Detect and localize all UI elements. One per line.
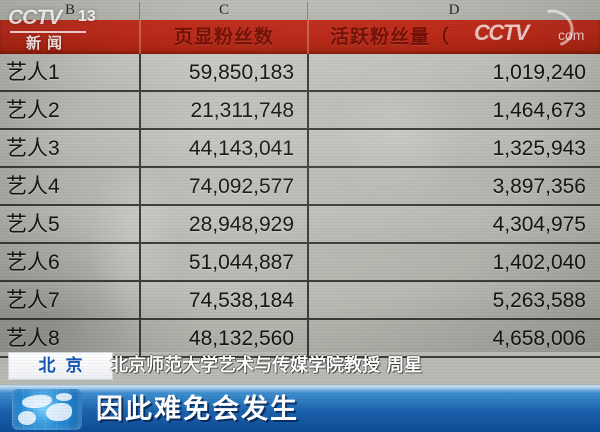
cell-divider [139,92,141,130]
table-row[interactable]: 艺人8 48,132,560 4,658,006 [0,320,600,358]
header-cell-divider [139,20,141,54]
cell-artist-name[interactable]: 艺人5 [6,213,60,236]
column-divider[interactable] [139,2,140,20]
channel-number: 13 [78,8,96,25]
cell-active-fans[interactable]: 1,402,040 [492,251,586,274]
cell-artist-name[interactable]: 艺人2 [6,99,60,122]
column-letter-d[interactable]: D [448,2,460,18]
speaker-credit: 北京师范大学艺术与传媒学院教授 周星 [110,355,423,376]
header-cell-displayed-fans[interactable]: 页显粉丝数 [173,26,274,48]
column-letter-b[interactable]: B [64,2,75,18]
table-body: 艺人1 59,850,183 1,019,240 艺人2 21,311,748 … [0,54,600,358]
globe-icon [12,389,82,430]
cell-artist-name[interactable]: 艺人8 [6,327,60,350]
cell-displayed-fans[interactable]: 51,044,887 [188,251,294,274]
table-row[interactable]: 艺人3 44,143,041 1,325,943 [0,130,600,168]
table-row[interactable]: 艺人2 21,311,748 1,464,673 [0,92,600,130]
table-row[interactable]: 艺人5 28,948,929 4,304,975 [0,206,600,244]
cell-displayed-fans[interactable]: 21,311,748 [190,99,294,122]
location-tag-label: 北京 [38,356,93,376]
table-row[interactable]: 艺人4 74,092,577 3,897,356 [0,168,600,206]
cell-displayed-fans[interactable]: 59,850,183 [188,61,294,84]
table-row[interactable]: 艺人7 74,538,184 5,263,588 [0,282,600,320]
globe-landmass [18,411,36,425]
table-header-band: 页显粉丝数 活跃粉丝量（ [0,20,600,54]
cell-divider [139,54,141,92]
column-letter-c[interactable]: C [218,2,229,18]
watermark-network: CCTV [474,20,529,45]
cell-active-fans[interactable]: 3,897,356 [492,175,586,198]
headline-text: 因此难免会发生 [96,394,299,425]
cell-displayed-fans[interactable]: 48,132,560 [188,327,294,350]
bug-divider-line [10,31,86,33]
lower-third: 北京 北京师范大学艺术与传媒学院教授 周星 因此难免会发生 [0,352,600,432]
cell-active-fans[interactable]: 4,304,975 [492,213,586,236]
cell-divider [139,320,141,358]
cell-divider [307,168,309,206]
cell-divider [139,244,141,282]
location-tag: 北京 [8,352,113,380]
cell-active-fans[interactable]: 4,658,006 [492,327,586,350]
cell-active-fans[interactable]: 5,263,588 [492,289,586,312]
cell-artist-name[interactable]: 艺人3 [6,137,60,160]
program-name: 新闻 [26,34,69,52]
cell-displayed-fans[interactable]: 74,092,577 [188,175,294,198]
cell-active-fans[interactable]: 1,325,943 [492,137,586,160]
table-row[interactable]: 艺人6 51,044,887 1,402,040 [0,244,600,282]
cell-displayed-fans[interactable]: 44,143,041 [188,137,294,160]
watermark-domain: com [558,27,585,43]
cell-divider [307,130,309,168]
column-divider[interactable] [307,2,308,20]
cell-displayed-fans[interactable]: 28,948,929 [188,213,294,236]
cell-divider [307,206,309,244]
cell-artist-name[interactable]: 艺人4 [6,175,60,198]
globe-landmass [46,403,72,421]
cell-artist-name[interactable]: 艺人6 [6,251,60,274]
column-letter-header: B C D [0,0,600,20]
cell-divider [139,168,141,206]
header-cell-divider [307,20,309,54]
cell-divider [307,320,309,358]
cell-divider [139,282,141,320]
cell-artist-name[interactable]: 艺人1 [6,61,60,84]
cell-active-fans[interactable]: 1,464,673 [492,99,586,122]
cell-divider [307,92,309,130]
cell-displayed-fans[interactable]: 74,538,184 [188,289,294,312]
spreadsheet-region: B C D 页显粉丝数 活跃粉丝量（ 艺人1 59,850,183 1,019,… [0,0,600,390]
header-cell-active-fans[interactable]: 活跃粉丝量（ [330,26,451,48]
cell-divider [139,206,141,244]
headline-bar: 因此难免会发生 [0,385,600,432]
channel-bug: CCTV 13 新闻 [8,6,108,52]
cell-artist-name[interactable]: 艺人7 [6,289,60,312]
globe-landmass [56,393,72,401]
cell-divider [139,130,141,168]
cctv-com-watermark: CCTV com [472,2,596,54]
cell-divider [307,54,309,92]
cctv-logo-text: CCTV [8,6,62,29]
cell-active-fans[interactable]: 1,019,240 [492,61,586,84]
table-row[interactable]: 艺人1 59,850,183 1,019,240 [0,54,600,92]
cell-divider [307,244,309,282]
cell-divider [307,282,309,320]
